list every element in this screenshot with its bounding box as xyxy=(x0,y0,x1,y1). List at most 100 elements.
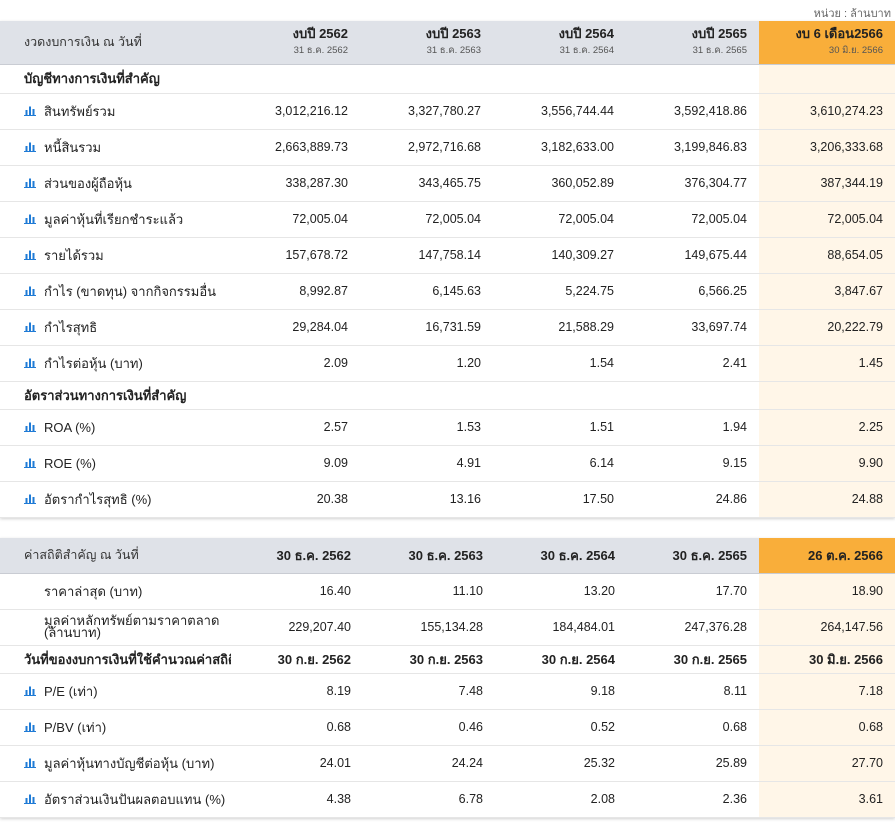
statement-date-cell: 30 ก.ย. 2565 xyxy=(627,645,759,674)
value-cell: 20,222.79 xyxy=(759,309,895,346)
value-cell: 247,376.28 xyxy=(627,609,759,646)
value-cell: 140,309.27 xyxy=(493,237,626,274)
row-label: กำไรสุทธิ xyxy=(44,319,98,335)
value-cell: 8,992.87 xyxy=(227,273,360,310)
row-label-cell: กำไรสุทธิ xyxy=(0,309,227,346)
bar-chart-icon[interactable] xyxy=(24,758,36,769)
row-label: ROA (%) xyxy=(44,419,96,435)
value-cell: 5,224.75 xyxy=(493,273,626,310)
value-cell: 264,147.56 xyxy=(759,609,895,646)
table-row: หนี้สินรวม 2,663,889.73 2,972,716.68 3,182,… xyxy=(0,129,895,166)
value-cell: 2.57 xyxy=(227,409,360,446)
value-cell: 24.24 xyxy=(363,745,495,782)
statement-date-cell: 30 ก.ย. 2562 xyxy=(231,645,363,674)
bar-chart-icon[interactable] xyxy=(24,494,36,505)
row-label: รายได้รวม xyxy=(44,247,104,263)
value-cell: 72,005.04 xyxy=(227,201,360,238)
table-row: อัตราส่วนเงินปันผลตอบแทน (%) 4.38 6.78 2.08… xyxy=(0,781,895,818)
value-cell: 11.10 xyxy=(363,573,495,610)
section-header: อัตราส่วนทางการเงินที่สำคัญ xyxy=(0,381,895,410)
value-cell: 8.11 xyxy=(627,673,759,710)
value-cell: 147,758.14 xyxy=(360,237,493,274)
value-cell: 72,005.04 xyxy=(759,201,895,238)
period-header: งวดงบการเงิน ณ วันที่ xyxy=(0,21,227,65)
statement-date-cell: 30 ก.ย. 2564 xyxy=(495,645,627,674)
table-row: กำไร (ขาดทุน) จากกิจกรรมอื่น 8,992.87 6,14… xyxy=(0,273,895,310)
bar-chart-icon[interactable] xyxy=(24,458,36,469)
bar-chart-icon[interactable] xyxy=(24,286,36,297)
bar-chart-icon[interactable] xyxy=(24,322,36,333)
value-cell: 1.54 xyxy=(493,345,626,382)
bar-chart-icon[interactable] xyxy=(24,422,36,433)
value-cell: 9.15 xyxy=(626,445,759,482)
value-cell: 2.41 xyxy=(626,345,759,382)
value-cell: 3,199,846.83 xyxy=(626,129,759,166)
value-cell: 3,556,744.44 xyxy=(493,93,626,130)
table-row: มูลค่าหุ้นทางบัญชีต่อหุ้น (บาท) 24.01 24.2… xyxy=(0,745,895,782)
value-cell: 9.18 xyxy=(495,673,627,710)
date-column-header: 30 ธ.ค. 2562 xyxy=(231,538,363,574)
date-column-header: 30 ธ.ค. 2563 xyxy=(363,538,495,574)
row-label-cell: กำไรต่อหุ้น (บาท) xyxy=(0,345,227,382)
row-label: ส่วนของผู้ถือหุ้น xyxy=(44,175,132,191)
period-column-header: งบปี 2562 31 ธ.ค. 2562 xyxy=(227,21,360,65)
value-cell: 13.20 xyxy=(495,573,627,610)
table-row: รายได้รวม 157,678.72 147,758.14 140,309.27 1… xyxy=(0,237,895,274)
value-cell: 6.78 xyxy=(363,781,495,818)
value-cell: 3,610,274.23 xyxy=(759,93,895,130)
bar-chart-icon[interactable] xyxy=(24,722,36,733)
value-cell: 0.68 xyxy=(627,709,759,746)
value-cell: 0.68 xyxy=(759,709,895,746)
value-cell: 1.45 xyxy=(759,345,895,382)
statement-date-cell: 30 ก.ย. 2563 xyxy=(363,645,495,674)
bar-chart-icon[interactable] xyxy=(24,794,36,805)
bar-chart-icon[interactable] xyxy=(24,214,36,225)
value-cell: 3,327,780.27 xyxy=(360,93,493,130)
value-cell: 6.14 xyxy=(493,445,626,482)
value-cell: 72,005.04 xyxy=(626,201,759,238)
period-column-header: งบปี 2564 31 ธ.ค. 2564 xyxy=(493,21,626,65)
statement-date-cell: 30 มิ.ย. 2566 xyxy=(759,645,895,674)
table-row: มูลค่าหลักทรัพย์ตามราคาตลาด (ล้านบาท) 229,… xyxy=(0,609,895,646)
row-label: หนี้สินรวม xyxy=(44,139,102,155)
value-cell: 16.40 xyxy=(231,573,363,610)
row-label-cell: ราคาล่าสุด (บาท) xyxy=(0,573,231,610)
row-label-cell: P/E (เท่า) xyxy=(0,673,231,710)
bar-chart-icon[interactable] xyxy=(24,178,36,189)
value-cell: 0.46 xyxy=(363,709,495,746)
row-label-cell: ROE (%) xyxy=(0,445,227,482)
period-column-header: งบปี 2563 31 ธ.ค. 2563 xyxy=(360,21,493,65)
row-label-cell: มูลค่าหุ้นทางบัญชีต่อหุ้น (บาท) xyxy=(0,745,231,782)
section-header: บัญชีทางการเงินที่สำคัญ xyxy=(0,64,895,94)
value-cell: 6,145.63 xyxy=(360,273,493,310)
table-row: กำไรสุทธิ 29,284.04 16,731.59 21,588.29 33,6… xyxy=(0,309,895,346)
value-cell: 0.68 xyxy=(231,709,363,746)
bar-chart-icon[interactable] xyxy=(24,358,36,369)
bar-chart-icon[interactable] xyxy=(24,106,36,117)
table-header-row: งวดงบการเงิน ณ วันที่ งบปี 2562 31 ธ.ค. 25… xyxy=(0,21,895,65)
date-column-header: 26 ต.ค. 2566 xyxy=(759,538,895,574)
value-cell: 13.16 xyxy=(360,481,493,518)
bar-chart-icon[interactable] xyxy=(24,142,36,153)
value-cell: 25.89 xyxy=(627,745,759,782)
value-cell: 7.18 xyxy=(759,673,895,710)
period-column-header: งบ 6 เดือน2566 30 มิ.ย. 2566 xyxy=(759,21,895,65)
table-row: ราคาล่าสุด (บาท) 16.40 11.10 13.20 17.70 18.9… xyxy=(0,573,895,610)
value-cell: 3,182,633.00 xyxy=(493,129,626,166)
value-cell: 17.70 xyxy=(627,573,759,610)
value-cell: 16,731.59 xyxy=(360,309,493,346)
value-cell: 4.91 xyxy=(360,445,493,482)
value-cell: 24.88 xyxy=(759,481,895,518)
date-column-header: 30 ธ.ค. 2564 xyxy=(495,538,627,574)
value-cell: 1.51 xyxy=(493,409,626,446)
value-cell: 3,847.67 xyxy=(759,273,895,310)
value-cell: 72,005.04 xyxy=(493,201,626,238)
bar-chart-icon[interactable] xyxy=(24,686,36,697)
value-cell: 72,005.04 xyxy=(360,201,493,238)
value-cell: 25.32 xyxy=(495,745,627,782)
bar-chart-icon[interactable] xyxy=(24,250,36,261)
table-header-row: ค่าสถิติสำคัญ ณ วันที่ 30 ธ.ค. 2562 30 ธ.ค… xyxy=(0,538,895,574)
value-cell: 1.94 xyxy=(626,409,759,446)
value-cell: 149,675.44 xyxy=(626,237,759,274)
value-cell: 360,052.89 xyxy=(493,165,626,202)
